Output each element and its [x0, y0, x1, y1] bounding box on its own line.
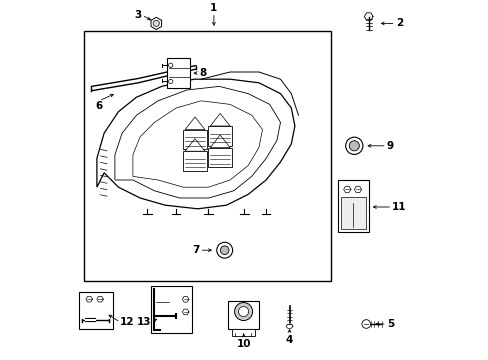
Bar — [151, 286, 192, 333]
Polygon shape — [185, 117, 204, 130]
Circle shape — [153, 20, 159, 27]
Polygon shape — [86, 296, 92, 302]
Circle shape — [345, 137, 362, 154]
Circle shape — [238, 306, 248, 316]
Circle shape — [234, 302, 252, 320]
Polygon shape — [210, 113, 230, 126]
Polygon shape — [343, 186, 350, 193]
Bar — [228, 301, 258, 329]
Bar — [208, 148, 231, 167]
Circle shape — [216, 242, 232, 258]
Text: 8: 8 — [199, 68, 206, 78]
Text: 3: 3 — [134, 10, 142, 20]
Text: 6: 6 — [95, 101, 102, 111]
Polygon shape — [115, 86, 280, 198]
Text: 13: 13 — [136, 317, 151, 327]
Text: 7: 7 — [192, 245, 199, 255]
Circle shape — [220, 246, 228, 255]
Bar — [231, 329, 255, 336]
Bar — [340, 197, 365, 229]
Polygon shape — [97, 79, 294, 209]
Polygon shape — [364, 13, 372, 20]
Polygon shape — [151, 17, 161, 30]
Bar — [183, 151, 206, 171]
Polygon shape — [182, 297, 188, 302]
Text: 4: 4 — [285, 335, 293, 345]
Polygon shape — [185, 139, 204, 151]
Bar — [208, 126, 231, 146]
Polygon shape — [182, 309, 188, 315]
Polygon shape — [97, 296, 103, 302]
Text: 2: 2 — [395, 18, 402, 28]
Polygon shape — [210, 135, 230, 148]
Text: 12: 12 — [120, 317, 135, 327]
Text: 10: 10 — [236, 339, 250, 349]
Polygon shape — [133, 101, 262, 187]
Bar — [84, 31, 330, 281]
Text: 9: 9 — [386, 141, 393, 151]
Circle shape — [348, 141, 359, 151]
Bar — [79, 292, 113, 329]
Polygon shape — [354, 186, 361, 193]
Bar — [337, 180, 368, 232]
Text: 11: 11 — [391, 202, 406, 212]
Text: 5: 5 — [386, 319, 393, 329]
Text: 1: 1 — [210, 3, 217, 13]
Bar — [167, 58, 190, 88]
Circle shape — [361, 320, 370, 328]
Bar — [183, 130, 206, 149]
Polygon shape — [285, 324, 292, 328]
